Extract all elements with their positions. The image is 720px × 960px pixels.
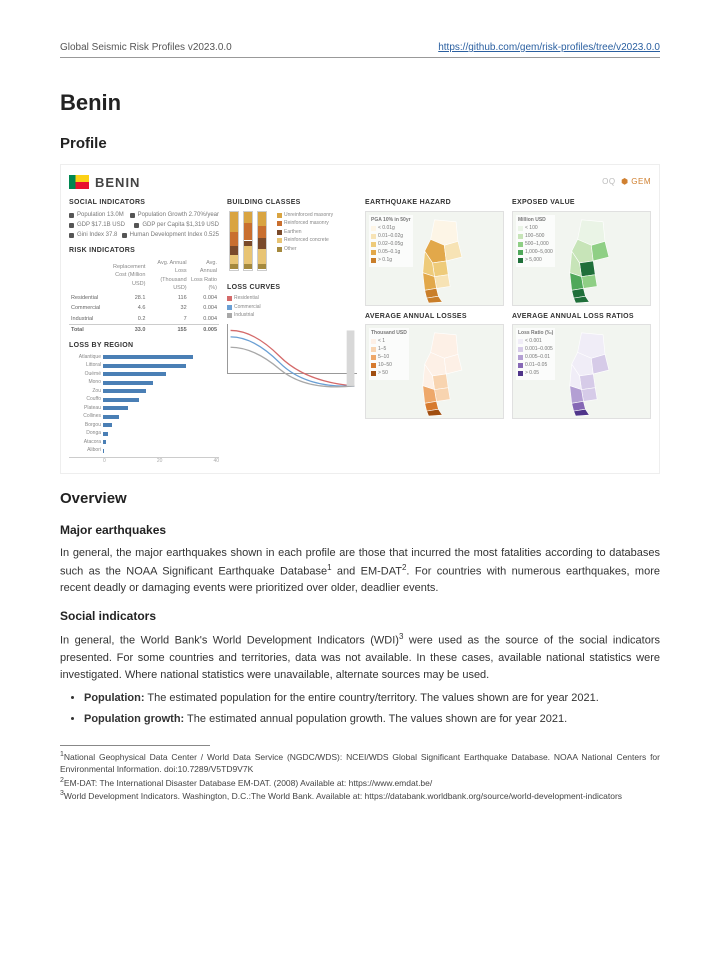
stack-column: [257, 211, 267, 271]
building-classes-legend: Unreinforced masonryReinforced masonryEa…: [277, 211, 333, 275]
choropleth-map: AVERAGE ANNUAL LOSSESThousand USD< 11–55…: [365, 312, 504, 420]
social-heading: Social indicators: [60, 607, 660, 625]
table-row: Residential28.11160.004: [69, 293, 219, 303]
hbar-row: Borgou: [69, 422, 219, 430]
hbar-row: Ouémé: [69, 371, 219, 379]
building-classes-chart: [227, 211, 269, 275]
hbar-row: Littoral: [69, 362, 219, 370]
footnote-rule: [60, 745, 210, 746]
footnote: 2EM-DAT: The International Disaster Data…: [60, 776, 660, 790]
social-indicator-row: Population 13.0MPopulation Growth 2.70%/…: [69, 211, 219, 220]
hbar-row: Atacora: [69, 439, 219, 447]
loss-curves-title: LOSS CURVES: [227, 283, 357, 294]
flag-label: BENIN: [95, 173, 140, 193]
hbar-row: Plateau: [69, 405, 219, 413]
social-indicator-row: Gini Index 37.8Human Development Index 0…: [69, 231, 219, 240]
page-header: Global Seismic Risk Profiles v2023.0.0 h…: [60, 40, 660, 58]
legend-item: Unreinforced masonry: [277, 212, 333, 220]
legend-item: Reinforced masonry: [277, 220, 333, 228]
header-link[interactable]: https://github.com/gem/risk-profiles/tre…: [438, 40, 660, 55]
risk-indicators-title: RISK INDICATORS: [69, 246, 219, 257]
org-logos: OQ ⬢ GEM: [602, 176, 651, 188]
header-left: Global Seismic Risk Profiles v2023.0.0: [60, 40, 232, 55]
social-indicators-title: SOCIAL INDICATORS: [69, 198, 219, 209]
overview-heading: Overview: [60, 488, 660, 511]
legend-item: Commercial: [227, 304, 357, 312]
table-row: Industrial0.270.004: [69, 314, 219, 325]
major-eq-text: In general, the major earthquakes shown …: [60, 545, 660, 598]
hbar-row: Couffo: [69, 396, 219, 404]
risk-indicators-table: Replacement Cost (Million USD)Avg. Annua…: [69, 258, 219, 335]
footnote: 3World Development Indicators. Washingto…: [60, 789, 660, 803]
major-eq-heading: Major earthquakes: [60, 521, 660, 539]
hbar-row: Alibori: [69, 447, 219, 455]
legend-item: Residential: [227, 295, 357, 303]
building-classes-title: BUILDING CLASSES: [227, 198, 357, 209]
building-loss-block: BUILDING CLASSES Unreinforced masonryRei…: [227, 198, 357, 465]
list-item: Population growth: The estimated annual …: [84, 711, 660, 728]
loss-curves-chart: [227, 324, 357, 374]
list-item: Population: The estimated population for…: [84, 690, 660, 707]
hbar-row: Mono: [69, 379, 219, 387]
legend-item: Industrial: [227, 312, 357, 320]
hbar-row: Zou: [69, 388, 219, 396]
table-row: Total33.01550.005: [69, 324, 219, 335]
loss-curves-legend: ResidentialCommercialIndustrial: [227, 295, 357, 320]
profile-infographic: BENIN OQ ⬢ GEM SOCIAL INDICATORS Populat…: [60, 164, 660, 475]
loss-by-region-title: LOSS BY REGION: [69, 341, 219, 352]
loss-by-region-chart: AtlantiqueLittoralOuéméMonoZouCouffoPlat…: [69, 354, 219, 455]
stack-column: [243, 211, 253, 271]
country-title: Benin: [60, 86, 660, 119]
flag-icon: [69, 175, 89, 189]
social-text: In general, the World Bank's World Devel…: [60, 631, 660, 684]
social-indicators-block: SOCIAL INDICATORS Population 13.0MPopula…: [69, 198, 219, 465]
hbar-row: Collines: [69, 413, 219, 421]
social-indicator-row: GDP $17.1B USDGDP per Capita $1,319 USD: [69, 221, 219, 230]
footnote: 1National Geophysical Data Center / Worl…: [60, 750, 660, 776]
footnotes: 1National Geophysical Data Center / Worl…: [60, 750, 660, 803]
hbar-row: Donga: [69, 430, 219, 438]
legend-item: Other: [277, 246, 333, 254]
legend-item: Reinforced concrete: [277, 237, 333, 245]
choropleth-map: AVERAGE ANNUAL LOSS RATIOSLoss Ratio (‰)…: [512, 312, 651, 420]
map-col-right: EXPOSED VALUEMillion USD< 100100–500500–…: [512, 198, 651, 465]
legend-item: Earthen: [277, 229, 333, 237]
choropleth-map: EARTHQUAKE HAZARDPGA 10% in 50yr< 0.01g0…: [365, 198, 504, 306]
choropleth-map: EXPOSED VALUEMillion USD< 100100–500500–…: [512, 198, 651, 306]
social-bullets: Population: The estimated population for…: [84, 690, 660, 727]
hbar-row: Atlantique: [69, 354, 219, 362]
map-col-left: EARTHQUAKE HAZARDPGA 10% in 50yr< 0.01g0…: [365, 198, 504, 465]
table-row: Commercial4.6320.004: [69, 303, 219, 313]
profile-heading: Profile: [60, 133, 660, 156]
stack-column: [229, 211, 239, 271]
